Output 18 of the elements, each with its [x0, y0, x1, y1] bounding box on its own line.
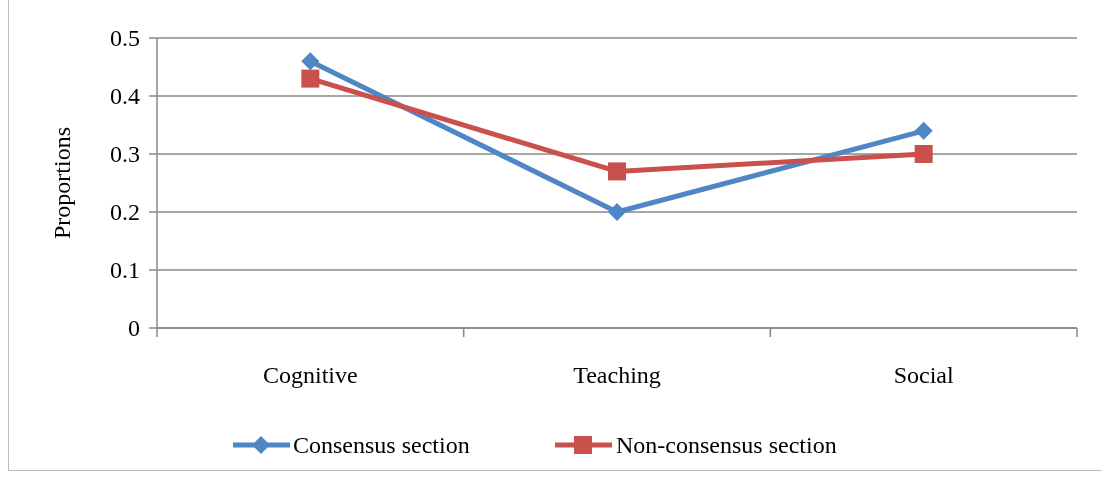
point	[914, 145, 933, 163]
x-tick-label: Cognitive	[263, 362, 358, 388]
point	[608, 162, 626, 181]
x-tick-label: Teaching	[573, 362, 661, 388]
y-tick-label: 0.5	[110, 25, 140, 52]
y-tick-label: 0.4	[110, 83, 140, 110]
y-tick-label: 0	[128, 315, 140, 342]
point	[301, 52, 320, 71]
y-axis-title: Proportions	[49, 126, 75, 240]
y-tick-label: 0.3	[110, 141, 140, 168]
point	[914, 121, 933, 140]
legend-label: Consensus section	[293, 432, 470, 459]
point	[301, 69, 320, 88]
y-tick-label: 0.1	[110, 257, 140, 284]
y-tick-label: 0.2	[110, 199, 140, 226]
point	[608, 203, 626, 221]
legend-label: Non-consensus section	[616, 432, 837, 459]
x-tick-label: Social	[893, 362, 954, 388]
